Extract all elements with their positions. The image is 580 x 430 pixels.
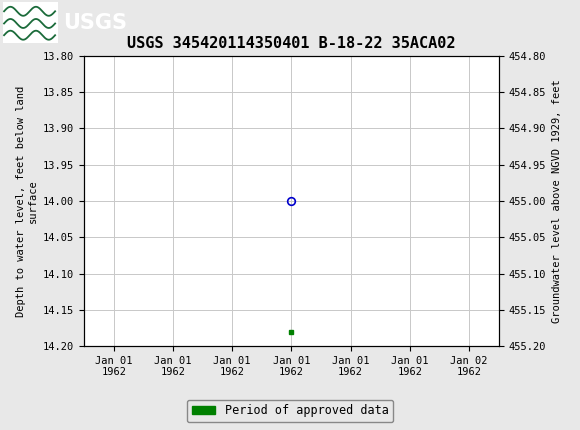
Y-axis label: Depth to water level, feet below land
surface: Depth to water level, feet below land su… bbox=[16, 86, 38, 316]
FancyBboxPatch shape bbox=[3, 2, 58, 43]
Y-axis label: Groundwater level above NGVD 1929, feet: Groundwater level above NGVD 1929, feet bbox=[552, 79, 561, 323]
Text: USGS: USGS bbox=[63, 12, 126, 33]
Title: USGS 345420114350401 B-18-22 35ACA02: USGS 345420114350401 B-18-22 35ACA02 bbox=[127, 36, 456, 51]
Legend: Period of approved data: Period of approved data bbox=[187, 399, 393, 422]
